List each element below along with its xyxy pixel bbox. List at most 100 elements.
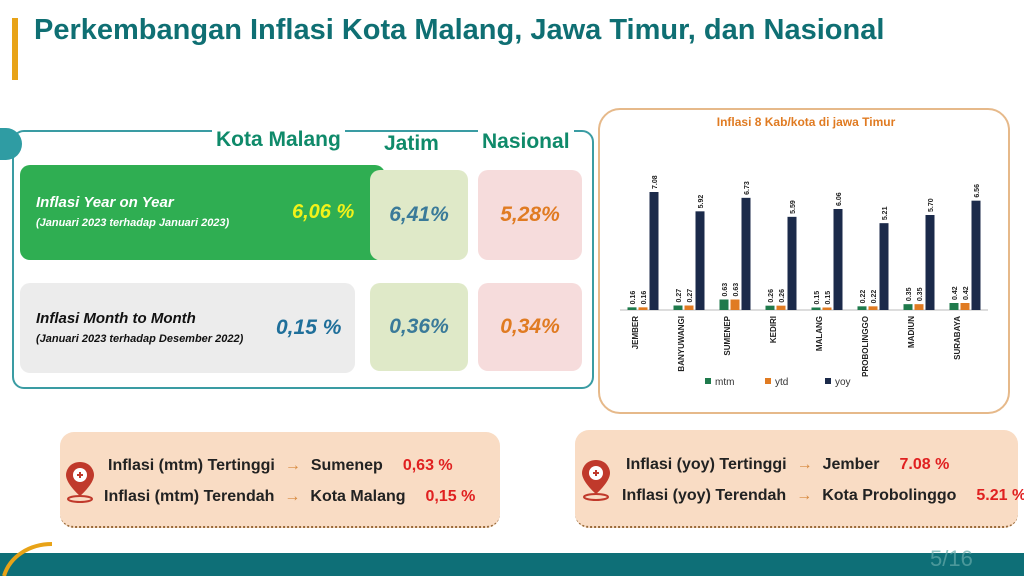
x-tick-label: MALANG xyxy=(815,316,824,351)
row-label: Inflasi Month to Month xyxy=(36,310,256,327)
corner-arc xyxy=(2,542,53,576)
highlight-box xyxy=(60,432,500,528)
value-label: 0.63 xyxy=(733,283,740,297)
highlight-line: Inflasi (mtm) Tertinggi → Sumenep 0,63 % xyxy=(108,457,453,474)
value-label: 5.92 xyxy=(698,195,705,209)
x-tick-label: KEDIRI xyxy=(769,316,778,343)
bar xyxy=(649,192,659,310)
column-header: Nasional xyxy=(478,130,574,154)
highlight-value: 5.21 % xyxy=(976,487,1024,504)
value-label: 0.27 xyxy=(676,289,683,303)
value-label: 6.56 xyxy=(974,184,981,198)
value: 5,28% xyxy=(478,170,582,260)
chart-panel xyxy=(598,108,1010,414)
highlight-value: 0,63 % xyxy=(402,457,453,474)
bar xyxy=(673,305,683,310)
value-label: 0.15 xyxy=(825,291,832,305)
pin-icon xyxy=(66,462,94,503)
value: 6,06 % xyxy=(292,201,355,223)
highlight-line: Inflasi (yoy) Tertinggi → Jember 7.08 % xyxy=(626,456,950,473)
row-label-emphasis: Month to Month xyxy=(83,309,196,327)
footer-bar xyxy=(0,553,1024,576)
bar xyxy=(879,223,889,310)
legend-label: ytd xyxy=(775,377,788,388)
value-label: 6.06 xyxy=(836,192,843,206)
chart: Inflasi 8 Kab/kota di jawa Timur JEMBER 0… xyxy=(620,115,988,388)
bar xyxy=(857,306,867,310)
bar xyxy=(868,306,878,310)
row-label-emphasis: Year on Year xyxy=(83,194,174,211)
bar xyxy=(925,215,935,310)
bar xyxy=(765,305,775,310)
row-period: (Januari 2023 terhadap Januari 2023) xyxy=(36,217,230,229)
highlight-label: Inflasi (mtm) Terendah xyxy=(104,488,275,505)
column-header: Jatim xyxy=(380,132,443,156)
bar xyxy=(627,307,637,310)
highlight-label: Inflasi (mtm) Tertinggi xyxy=(108,457,275,474)
highlight-place: Kota Probolinggo xyxy=(822,487,957,504)
highlight-line: Inflasi (yoy) Terendah → Kota Probolinggo 5… xyxy=(622,487,1024,505)
value-label: 5.21 xyxy=(882,206,889,220)
pin-icon xyxy=(582,460,610,501)
bar xyxy=(684,305,694,310)
bar xyxy=(787,216,797,310)
value-label: 0.42 xyxy=(963,286,970,300)
value-label: 0.26 xyxy=(768,289,775,303)
value-label: 0.63 xyxy=(722,283,729,297)
value: 6,41% xyxy=(370,170,468,260)
highlight-place: Sumenep xyxy=(310,457,383,474)
value-label: 0.26 xyxy=(779,289,786,303)
value-label: 0.22 xyxy=(860,290,867,304)
value: 0,36% xyxy=(370,283,468,371)
column-header: Kota Malang xyxy=(212,128,345,152)
frame-tab xyxy=(0,128,22,160)
slide-title: Perkembangan Inflasi Kota Malang, Jawa T… xyxy=(34,14,885,46)
value-label: 0.22 xyxy=(871,290,878,304)
highlight-label: Inflasi (yoy) Terendah xyxy=(622,487,787,504)
bar xyxy=(776,305,786,310)
x-tick-label: SUMENEP xyxy=(723,315,732,355)
legend-label: mtm xyxy=(715,377,734,388)
highlight-box xyxy=(575,430,1018,528)
row-period: (Januari 2023 terhadap Desember 2022) xyxy=(36,332,244,345)
value-label: 5.70 xyxy=(928,198,935,212)
value-label: 0.35 xyxy=(917,287,924,301)
legend-swatch xyxy=(765,378,771,384)
accent-bar xyxy=(12,18,18,80)
bar xyxy=(960,303,970,310)
x-tick-label: JEMBER xyxy=(631,316,640,350)
value-label: 5.59 xyxy=(790,200,797,214)
highlight-label: Inflasi (yoy) Tertinggi xyxy=(626,456,787,473)
legend-swatch xyxy=(705,378,711,384)
bar xyxy=(730,299,740,310)
x-tick-label: MADIUN xyxy=(907,316,916,348)
highlight-line: Inflasi (mtm) Terendah → Kota Malang 0,15 % xyxy=(104,488,476,505)
value-label: 0.16 xyxy=(630,291,637,305)
legend-label: yoy xyxy=(835,377,851,388)
value-label: 0.42 xyxy=(952,286,959,300)
chart-title: Inflasi 8 Kab/kota di jawa Timur xyxy=(717,115,896,129)
page-number: 5/16 xyxy=(930,546,973,571)
value-label: 7.08 xyxy=(652,175,659,189)
value: 0,15 % xyxy=(276,316,342,339)
value-label: 0.16 xyxy=(641,291,648,305)
value-label: 6.73 xyxy=(744,181,751,195)
row-label-text: Inflasi xyxy=(36,194,80,211)
row-card: Inflasi Year on Year (Januari 2023 terhad… xyxy=(20,165,385,260)
bar xyxy=(741,197,751,310)
value: 0,34% xyxy=(478,283,582,371)
row-label: Inflasi Year on Year xyxy=(36,194,286,211)
bar xyxy=(695,211,705,310)
value-label: 0.15 xyxy=(814,291,821,305)
x-tick-label: BANYUWANGI xyxy=(677,316,686,372)
bar xyxy=(833,209,843,310)
x-tick-label: SURABAYA xyxy=(953,316,962,360)
legend-swatch xyxy=(825,378,831,384)
bar xyxy=(914,304,924,310)
row-label-text: Inflasi xyxy=(36,309,80,327)
highlight-value: 7.08 % xyxy=(899,456,950,473)
bar xyxy=(719,299,729,310)
row-card: Inflasi Month to Month (Januari 2023 terh… xyxy=(20,283,355,373)
bar xyxy=(811,307,821,310)
